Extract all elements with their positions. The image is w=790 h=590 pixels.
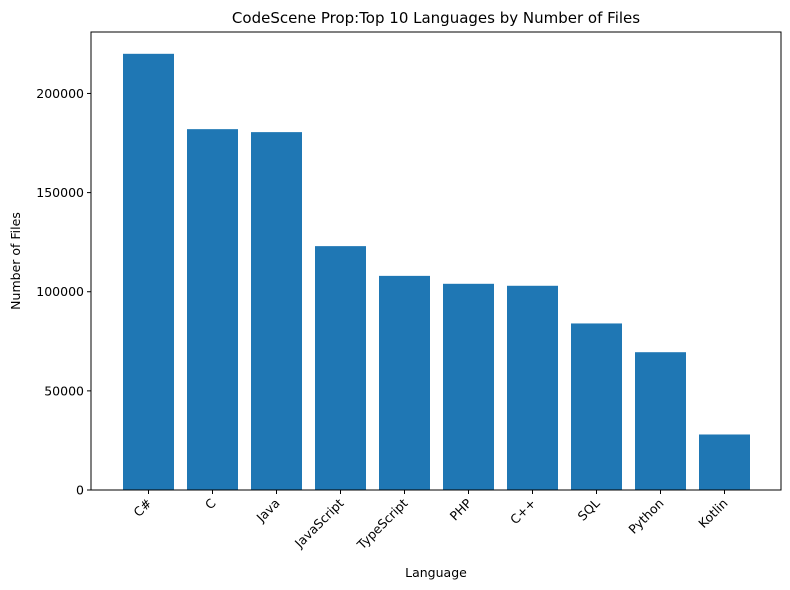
bar-cplusplus bbox=[507, 285, 558, 490]
y-tick-label: 100000 bbox=[36, 284, 84, 299]
plot-frame bbox=[90, 31, 782, 491]
x-axis-label: Language bbox=[405, 565, 467, 580]
bar-sql bbox=[571, 323, 622, 490]
y-tick-label: 200000 bbox=[36, 86, 84, 101]
y-tick-label: 0 bbox=[76, 483, 84, 498]
y-axis-ticks: 0 50000 100000 150000 200000 bbox=[36, 86, 91, 498]
y-axis-label: Number of Files bbox=[8, 212, 23, 310]
bar-kotlin bbox=[699, 434, 750, 490]
y-tick-label: 150000 bbox=[36, 185, 84, 200]
bar-csharp bbox=[123, 53, 174, 491]
bar-javascript bbox=[315, 246, 366, 490]
bar-typescript bbox=[379, 275, 430, 490]
chart-title: CodeScene Prop:Top 10 Languages by Numbe… bbox=[232, 9, 640, 27]
bars-group bbox=[123, 53, 750, 491]
bar-php bbox=[443, 283, 494, 490]
bar-java bbox=[251, 132, 302, 490]
bar-c bbox=[187, 129, 238, 490]
y-tick-label: 50000 bbox=[44, 383, 84, 398]
bar-python bbox=[635, 352, 686, 490]
